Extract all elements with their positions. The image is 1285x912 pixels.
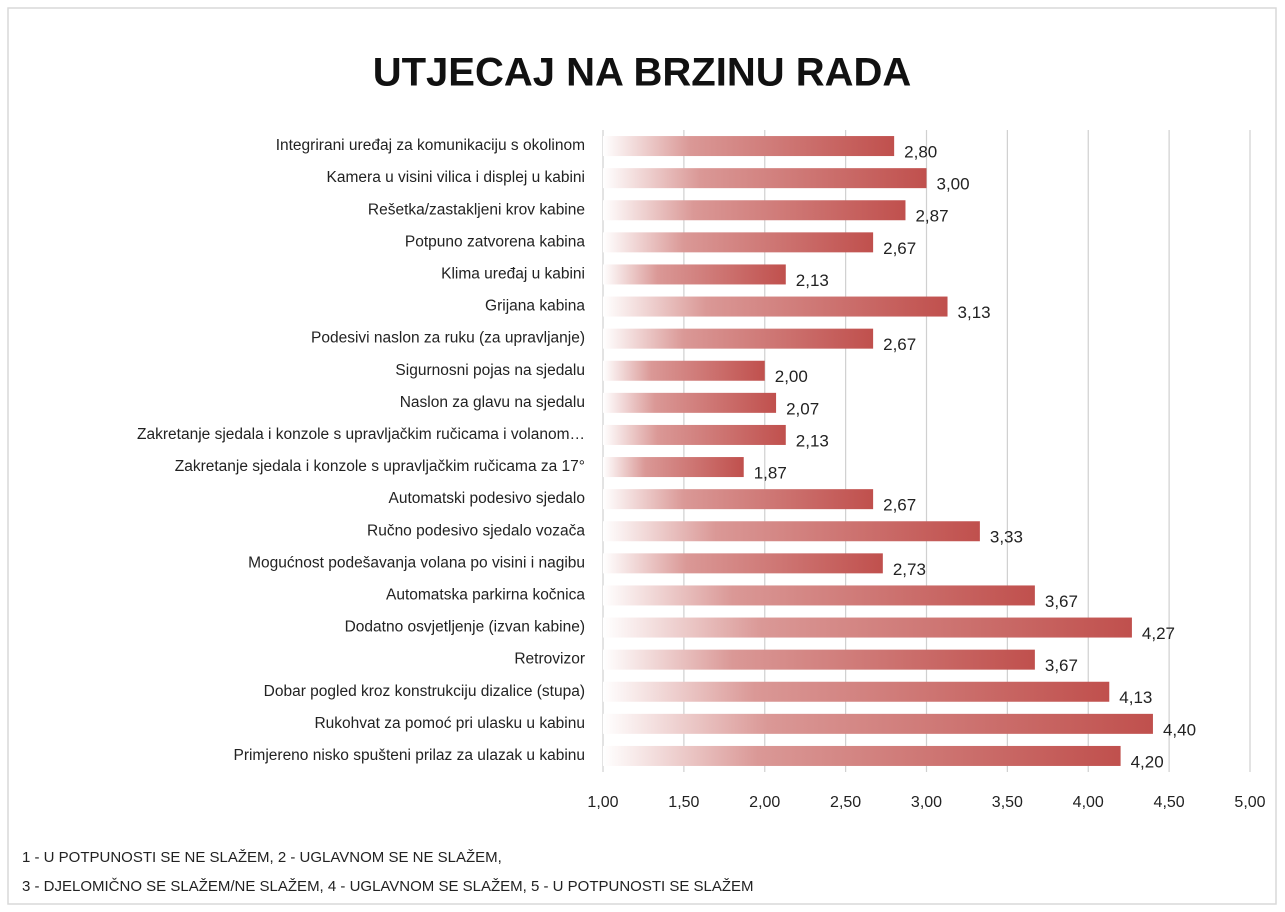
data-label: 2,67 xyxy=(883,335,916,354)
bar xyxy=(603,585,1035,606)
bar xyxy=(603,168,927,189)
x-tick-label: 2,00 xyxy=(749,794,780,811)
bar xyxy=(603,617,1132,638)
data-label: 2,07 xyxy=(786,399,819,418)
y-tick-label: Zakretanje sjedala i konzole s upravljač… xyxy=(137,426,585,443)
y-tick-label: Potpuno zatvorena kabina xyxy=(405,233,585,250)
bar xyxy=(603,681,1110,702)
data-label: 3,13 xyxy=(958,303,991,322)
data-label: 2,00 xyxy=(775,367,808,386)
y-tick-label: Dobar pogled kroz konstrukciju dizalice … xyxy=(264,683,585,700)
x-tick-label: 1,00 xyxy=(587,794,618,811)
data-label: 2,87 xyxy=(915,207,948,226)
bar xyxy=(603,457,744,478)
x-tick-label: 3,00 xyxy=(911,794,942,811)
y-tick-label: Podesivi naslon za ruku (za upravljanje) xyxy=(311,330,585,347)
y-tick-label: Automatski podesivo sjedalo xyxy=(389,490,585,507)
note: 3 - DJELOMIČNO SE SLAŽEM/NE SLAŽEM, 4 - … xyxy=(22,878,754,895)
data-label: 2,13 xyxy=(796,431,829,450)
y-tick-label: Rešetka/zastakljeni krov kabine xyxy=(368,201,585,218)
y-tick-label: Naslon za glavu na sjedalu xyxy=(400,394,585,411)
y-tick-label: Dodatno osvjetljenje (izvan kabine) xyxy=(345,619,585,636)
x-tick-label: 4,50 xyxy=(1154,794,1185,811)
bar xyxy=(603,200,906,221)
bar xyxy=(603,392,777,413)
bar xyxy=(603,745,1121,766)
y-tick-label: Retrovizor xyxy=(514,651,585,668)
y-tick-label: Automatska parkirna kočnica xyxy=(386,587,585,604)
data-label: 3,33 xyxy=(990,528,1023,547)
y-tick-label: Kamera u visini vilica i displej u kabin… xyxy=(327,169,585,186)
bar xyxy=(603,713,1153,734)
x-tick-label: 2,50 xyxy=(830,794,861,811)
data-label: 2,73 xyxy=(893,560,926,579)
x-tick-label: 5,00 xyxy=(1234,794,1265,811)
bar xyxy=(603,553,883,574)
x-tick-label: 1,50 xyxy=(668,794,699,811)
y-tick-label: Mogućnost podešavanja volana po visini i… xyxy=(248,554,585,571)
x-tick-label: 4,00 xyxy=(1073,794,1104,811)
data-label: 2,80 xyxy=(904,143,937,162)
data-label: 1,87 xyxy=(754,464,787,483)
data-label: 3,67 xyxy=(1045,592,1078,611)
data-label: 2,67 xyxy=(883,239,916,258)
y-tick-label: Ručno podesivo sjedalo vozača xyxy=(367,522,585,539)
bar xyxy=(603,136,895,157)
bar xyxy=(603,264,786,285)
y-tick-label: Klima uređaj u kabini xyxy=(441,266,585,283)
bar xyxy=(603,328,874,349)
data-label: 4,27 xyxy=(1142,624,1175,643)
y-tick-label: Zakretanje sjedala i konzole s upravljač… xyxy=(175,458,585,475)
note: 1 - U POTPUNOSTI SE NE SLAŽEM, 2 - UGLAV… xyxy=(22,849,502,866)
y-tick-label: Grijana kabina xyxy=(485,298,585,315)
data-label: 2,13 xyxy=(796,271,829,290)
data-label: 4,13 xyxy=(1119,688,1152,707)
data-label: 4,40 xyxy=(1163,720,1196,739)
x-tick-label: 3,50 xyxy=(992,794,1023,811)
y-tick-label: Sigurnosni pojas na sjedalu xyxy=(395,362,585,379)
bar xyxy=(603,296,948,317)
chart-title: UTJECAJ NA BRZINU RADA xyxy=(373,51,912,95)
bar xyxy=(603,489,874,510)
y-tick-label: Integrirani uređaj za komunikaciju s oko… xyxy=(276,137,585,154)
bar xyxy=(603,232,874,253)
data-label: 3,67 xyxy=(1045,656,1078,675)
y-tick-label: Primjereno nisko spušteni prilaz za ulaz… xyxy=(233,747,585,764)
y-tick-label: Rukohvat za pomoć pri ulasku u kabinu xyxy=(314,715,585,732)
data-label: 3,00 xyxy=(937,175,970,194)
bar xyxy=(603,649,1035,670)
bar xyxy=(603,424,786,445)
bar xyxy=(603,521,980,542)
data-label: 2,67 xyxy=(883,496,916,515)
bar xyxy=(603,360,765,381)
data-label: 4,20 xyxy=(1131,752,1164,771)
